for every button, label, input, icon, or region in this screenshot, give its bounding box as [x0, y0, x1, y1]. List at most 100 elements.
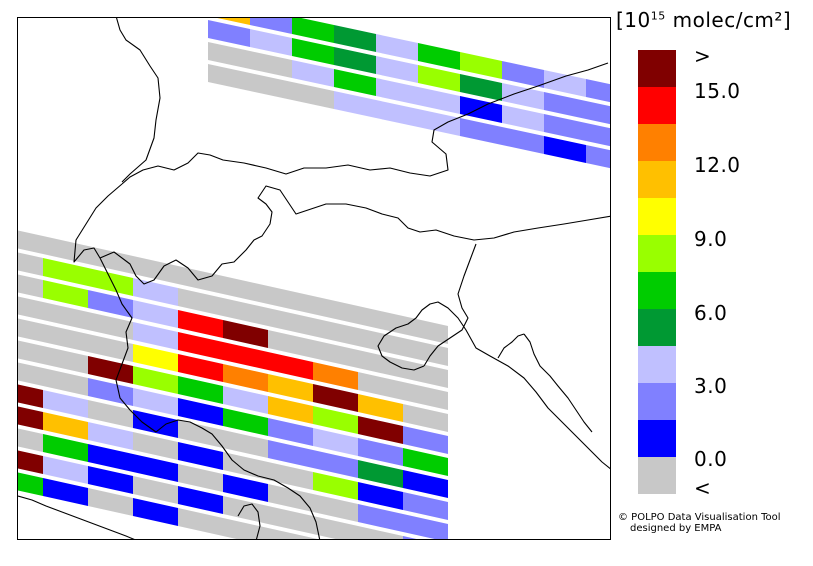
swath-pixel: [18, 450, 43, 474]
swath-pixel: [313, 340, 358, 368]
swath-pixel: [133, 476, 178, 504]
swath-row: [18, 362, 448, 476]
swath-pixel: [403, 448, 448, 476]
swath-pixel: [133, 432, 178, 460]
swath-pixel: [43, 236, 88, 264]
swath-pixel: [18, 428, 43, 452]
swath-pixel: [43, 324, 88, 352]
swath-pixel: [133, 388, 178, 416]
swath-pixel: [502, 127, 544, 154]
swath-pixel: [418, 43, 460, 70]
legend-title-prefix: [10: [616, 8, 651, 32]
swath-pixel: [268, 308, 313, 336]
swath-pixel: [133, 410, 178, 438]
swath-row: [18, 296, 448, 410]
swath-pixel: [178, 442, 223, 470]
swath-pixel: [358, 350, 403, 378]
swath-pixel: [18, 340, 43, 364]
swath-pixel: [133, 278, 178, 306]
swath-pixel: [178, 508, 223, 536]
swath-pixel: [178, 266, 223, 294]
swath-pixel: [88, 268, 133, 296]
swath-pixel: [268, 374, 313, 402]
swath-pixel: [133, 366, 178, 394]
swath-pixel: [460, 96, 502, 123]
swath-pixel: [133, 300, 178, 328]
swath-pixel: [178, 486, 223, 514]
swath-pixel: [18, 274, 43, 298]
swath-pixel: [358, 394, 403, 422]
swath-pixel: [223, 430, 268, 458]
swath-row: [18, 450, 417, 539]
swath-pixel: [133, 322, 178, 350]
legend-swatch: [638, 87, 676, 124]
swath-pixel: [358, 372, 403, 400]
swath-pixel: [133, 344, 178, 372]
legend-swatch: [638, 161, 676, 198]
swath-pixel: [544, 92, 586, 119]
swath-pixel: [268, 330, 313, 358]
swath-pixel: [43, 302, 88, 330]
swath-pixel: [178, 398, 223, 426]
swath-pixel: [292, 18, 334, 43]
swath-pixel: [460, 52, 502, 79]
swath-pixel: [358, 482, 403, 510]
swath-pixel: [358, 504, 403, 532]
swath-pixel: [376, 100, 418, 127]
swath-pixel: [313, 384, 358, 412]
swath-pixel: [418, 109, 460, 136]
swath-pixel: [544, 114, 586, 141]
legend-colorbar: [638, 50, 676, 494]
swath-pixel: [268, 528, 313, 539]
legend-label: 15.0: [694, 79, 741, 103]
swath-pixel: [334, 47, 376, 74]
swath-pixel: [268, 484, 313, 512]
legend-label: >: [694, 44, 712, 68]
swath-pixel: [403, 426, 448, 454]
swath-pixel: [18, 252, 43, 276]
legend-title-exponent: 15: [650, 9, 666, 23]
swath-pixel: [208, 64, 250, 91]
swath-pixel: [250, 73, 292, 100]
border-germany-austria: [121, 62, 609, 185]
swath-pixel: [178, 310, 223, 338]
swath-pixel: [502, 83, 544, 110]
legend-title-suffix: molec/cm²]: [665, 8, 792, 32]
legend-label: 6.0: [694, 301, 728, 325]
swath-pixel: [18, 230, 43, 254]
swath-pixel: [88, 312, 133, 340]
coast-croatia-islands: [523, 333, 593, 433]
coast-istria: [497, 333, 525, 359]
swath-pixel: [178, 288, 223, 316]
swath-pixel: [250, 29, 292, 56]
swath-pixel: [268, 440, 313, 468]
legend-swatch: [638, 457, 676, 494]
swath-pixel: [43, 456, 88, 484]
legend-label: 12.0: [694, 153, 741, 177]
swath-pixel: [88, 356, 133, 384]
swath-pixel: [133, 454, 178, 482]
legend-swatch: [638, 383, 676, 420]
swath-pixel: [133, 256, 178, 284]
swath-pixel: [43, 280, 88, 308]
swath-row: [18, 318, 448, 432]
swath-pixel: [268, 352, 313, 380]
swath-pixel: [223, 342, 268, 370]
legend-title: [1015 molec/cm²]: [616, 8, 791, 32]
swath-pixel: [403, 404, 448, 432]
border-switzerland-italy: [99, 185, 610, 285]
swath-pixel: [18, 296, 43, 320]
swath-pixel: [217, 18, 250, 25]
swath-pixel: [268, 286, 313, 314]
credits: © POLPO Data Visualisation Tool designed…: [618, 512, 781, 534]
swath-pixel: [18, 384, 43, 408]
legend-swatch: [638, 50, 676, 87]
swath-pixel: [376, 34, 418, 61]
legend-label: <: [694, 476, 712, 500]
swath-pixel: [313, 538, 318, 539]
swath-pixel: [43, 368, 88, 396]
swath-pixel: [313, 516, 358, 539]
coast-ligurian: [155, 419, 321, 539]
swath-pixel: [88, 422, 133, 450]
border-switzerland-north: [73, 183, 123, 263]
